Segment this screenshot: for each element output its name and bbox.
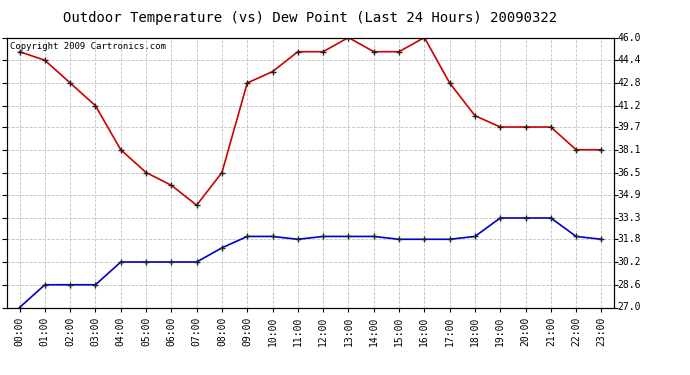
Text: 41.2: 41.2 <box>618 101 641 111</box>
Text: Outdoor Temperature (vs) Dew Point (Last 24 Hours) 20090322: Outdoor Temperature (vs) Dew Point (Last… <box>63 11 558 25</box>
Text: 27.0: 27.0 <box>618 303 641 312</box>
Text: 33.3: 33.3 <box>618 213 641 223</box>
Text: 39.7: 39.7 <box>618 122 641 132</box>
Text: 34.9: 34.9 <box>618 190 641 200</box>
Text: 36.5: 36.5 <box>618 168 641 177</box>
Text: 46.0: 46.0 <box>618 33 641 42</box>
Text: 28.6: 28.6 <box>618 280 641 290</box>
Text: 38.1: 38.1 <box>618 145 641 155</box>
Text: 31.8: 31.8 <box>618 234 641 244</box>
Text: 30.2: 30.2 <box>618 257 641 267</box>
Text: 42.8: 42.8 <box>618 78 641 88</box>
Text: 44.4: 44.4 <box>618 55 641 65</box>
Text: Copyright 2009 Cartronics.com: Copyright 2009 Cartronics.com <box>10 42 166 51</box>
